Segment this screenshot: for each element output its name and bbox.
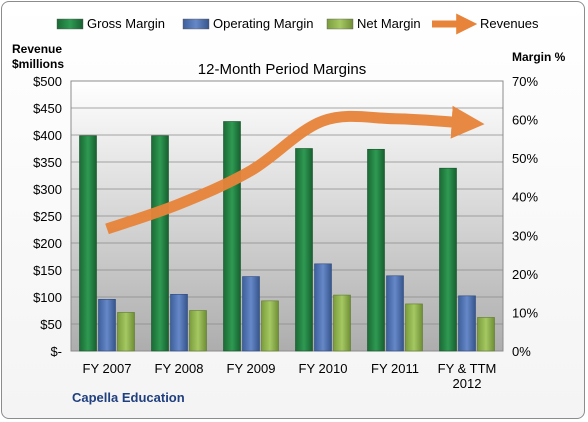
y-right-tick: 10% — [512, 305, 538, 320]
revenue-line — [105, 105, 485, 235]
legend-swatch — [56, 18, 84, 30]
bar-net-margin — [189, 310, 207, 352]
bar-gross-margin — [79, 135, 97, 352]
y-left-tick: $100 — [33, 290, 62, 305]
legend-label: Revenues — [480, 16, 539, 31]
x-tick: FY 2007 — [83, 361, 132, 376]
x-tick: FY 2009 — [227, 361, 276, 376]
bar-gross-margin — [295, 148, 313, 352]
legend-label: Operating Margin — [213, 16, 313, 31]
legend-label: Gross Margin — [87, 16, 165, 31]
bar-operating-margin — [242, 276, 260, 352]
y-right-ticks: 0% 10% 20% 30% 40% 50% 60% 70% — [512, 74, 538, 359]
y-right-tick: 40% — [512, 190, 538, 205]
y-left-tick: $200 — [33, 236, 62, 251]
y-right-tick: 0% — [512, 344, 531, 359]
bar-operating-margin — [170, 293, 188, 352]
legend-swatch — [326, 18, 354, 30]
legend: Gross Margin Operating Margin Net Margin Re… — [56, 13, 539, 35]
bar-operating-margin — [314, 263, 332, 352]
y-left-tick: $150 — [33, 263, 62, 278]
revenues-series-line — [105, 105, 485, 235]
y-right-tick: 20% — [512, 267, 538, 282]
y-left-tick: $450 — [33, 101, 62, 116]
x-tick: FY 2010 — [299, 361, 348, 376]
x-tick: FY & TTM 2012 — [438, 361, 497, 391]
bar-gross-margin — [367, 148, 385, 352]
bar-gross-margin — [223, 121, 241, 352]
bar-net-margin — [117, 312, 135, 352]
y-right-title: Margin % — [512, 50, 566, 64]
y-right-tick: 30% — [512, 228, 538, 243]
bar-operating-margin — [98, 299, 116, 352]
y-right-tick: 60% — [512, 113, 538, 128]
bar-operating-margin — [458, 295, 476, 352]
bar-gross-margin — [439, 167, 457, 352]
y-right-tick: 70% — [512, 74, 538, 89]
y-left-ticks: $- $50 $100 $150 $200 $250 $300 $350 $400 $450 $50… — [33, 74, 62, 359]
x-ticks: FY 2007 FY 2008 FY 2009 FY 2010 FY 2011 FY & … — [83, 361, 497, 391]
y-left-tick: $500 — [33, 74, 62, 89]
bar-net-margin — [477, 317, 495, 352]
y-left-tick: $50 — [40, 317, 62, 332]
legend-swatch — [182, 18, 210, 30]
bars — [79, 121, 495, 352]
y-left-tick: $300 — [33, 182, 62, 197]
bar-operating-margin — [386, 275, 404, 352]
bar-net-margin — [333, 294, 351, 352]
x-tick: FY 2008 — [155, 361, 204, 376]
company-label: Capella Education — [72, 390, 185, 405]
x-tick: FY 2011 — [371, 361, 419, 376]
legend-label: Net Margin — [357, 16, 421, 31]
y-left-tick: $400 — [33, 128, 62, 143]
bar-net-margin — [405, 303, 423, 352]
y-left-tick: $350 — [33, 155, 62, 170]
bar-gross-margin — [151, 135, 169, 352]
bar-net-margin — [261, 300, 279, 352]
y-left-tick: $250 — [33, 209, 62, 224]
y-right-tick: 50% — [512, 151, 538, 166]
y-left-title-line1: Revenue — [12, 42, 62, 56]
y-left-tick: $- — [50, 344, 62, 359]
y-left-title-line2: $millions — [12, 57, 64, 71]
chart-title: 12-Month Period Margins — [198, 61, 366, 78]
